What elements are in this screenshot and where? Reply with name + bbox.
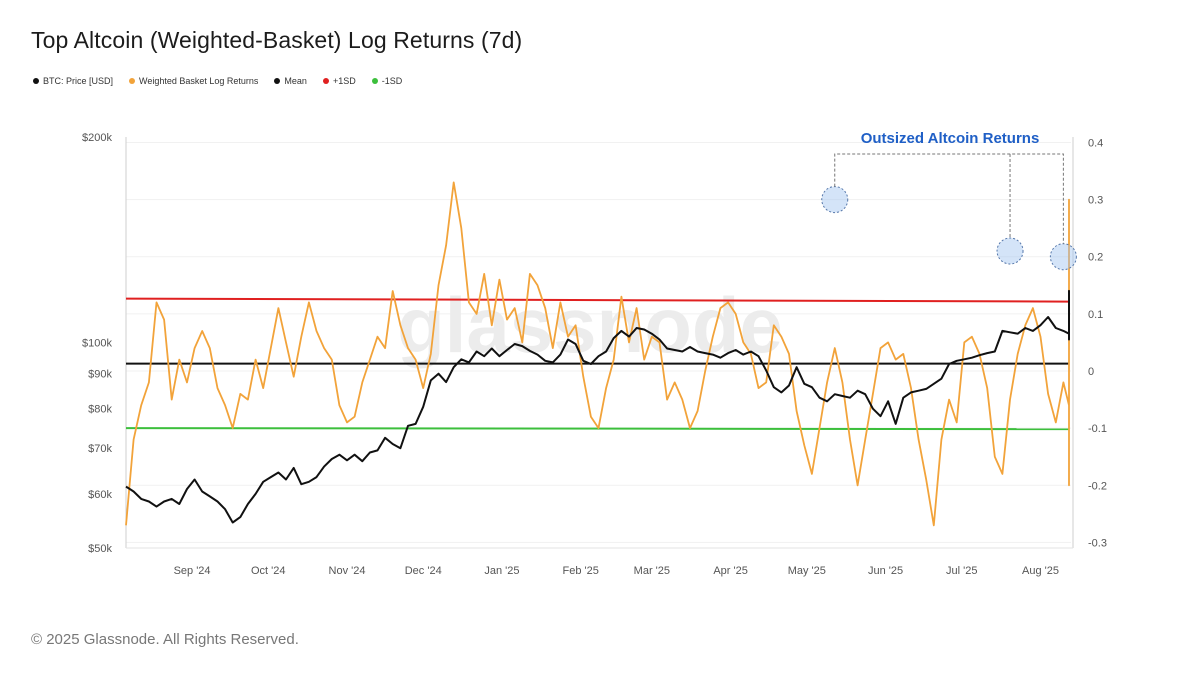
legend-dot-icon	[274, 78, 281, 84]
legend-dot-icon	[322, 78, 329, 84]
legend-label: +1SD	[332, 76, 356, 86]
legend-item-minus-1sd[interactable]: -1SD	[371, 76, 403, 86]
chart-legend: BTC: Price [USD] Weighted Basket Log Ret…	[33, 76, 402, 86]
copyright-footer: © 2025 Glassnode. All Rights Reserved.	[31, 631, 299, 648]
y-left-tick-label: $100k	[82, 338, 112, 350]
x-tick-label: Oct '24	[251, 565, 286, 577]
peak-highlight-circle	[996, 237, 1024, 265]
minus-1sd-line	[125, 427, 1070, 431]
y-right-tick-label: 0.4	[1088, 137, 1103, 149]
x-tick-label: Feb '25	[563, 565, 599, 577]
legend-item-btc-price[interactable]: BTC: Price [USD]	[33, 76, 113, 86]
plus-1sd-line	[125, 297, 1070, 303]
legend-item-mean[interactable]: Mean	[274, 76, 307, 86]
y-right-tick-label: 0.3	[1088, 195, 1103, 207]
peak-highlight-circle	[1049, 243, 1077, 271]
y-left-tick-label: $50k	[88, 543, 112, 555]
legend-item-basket-returns[interactable]: Weighted Basket Log Returns	[129, 76, 258, 86]
y-right-tick-label: 0.1	[1088, 309, 1103, 321]
watermark-logo: glassnode	[397, 281, 783, 369]
btc-price-line	[125, 289, 1070, 524]
x-tick-label: Jul '25	[946, 565, 977, 577]
legend-item-plus-1sd[interactable]: +1SD	[322, 76, 356, 86]
x-tick-label: May '25	[788, 565, 826, 577]
y-right-tick-label: -0.1	[1088, 423, 1107, 435]
x-tick-label: Apr '25	[713, 565, 748, 577]
legend-label: BTC: Price [USD]	[43, 76, 114, 86]
y-left-tick-label: $80k	[88, 404, 112, 416]
legend-label: -1SD	[381, 76, 403, 86]
y-left-tick-label: $60k	[88, 489, 112, 501]
annotation-bracket	[834, 153, 1064, 244]
y-right-tick-label: -0.2	[1088, 480, 1107, 492]
x-tick-label: Sep '24	[174, 565, 211, 577]
y-right-tick-label: 0	[1088, 366, 1094, 378]
y-left-tick-label: $90k	[88, 369, 112, 381]
legend-label: Mean	[284, 76, 307, 86]
x-tick-label: Aug '25	[1022, 565, 1059, 577]
chart-title: Top Altcoin (Weighted-Basket) Log Return…	[31, 27, 523, 53]
legend-dot-icon	[129, 78, 136, 84]
x-tick-label: Mar '25	[634, 565, 670, 577]
peak-highlight-circle	[821, 186, 849, 214]
x-tick-label: Dec '24	[405, 565, 442, 577]
y-left-tick-label: $70k	[88, 443, 112, 455]
y-right-tick-label: -0.3	[1088, 537, 1107, 549]
annotation-label: Outsized Altcoin Returns	[861, 130, 1040, 147]
legend-dot-icon	[33, 78, 39, 84]
y-right-tick-label: 0.2	[1088, 252, 1103, 264]
legend-dot-icon	[371, 78, 378, 84]
y-left-tick-label: $200k	[82, 132, 112, 144]
x-tick-label: Jan '25	[484, 565, 519, 577]
legend-label: Weighted Basket Log Returns	[139, 76, 259, 86]
x-tick-label: Nov '24	[329, 565, 366, 577]
x-tick-label: Jun '25	[868, 565, 903, 577]
